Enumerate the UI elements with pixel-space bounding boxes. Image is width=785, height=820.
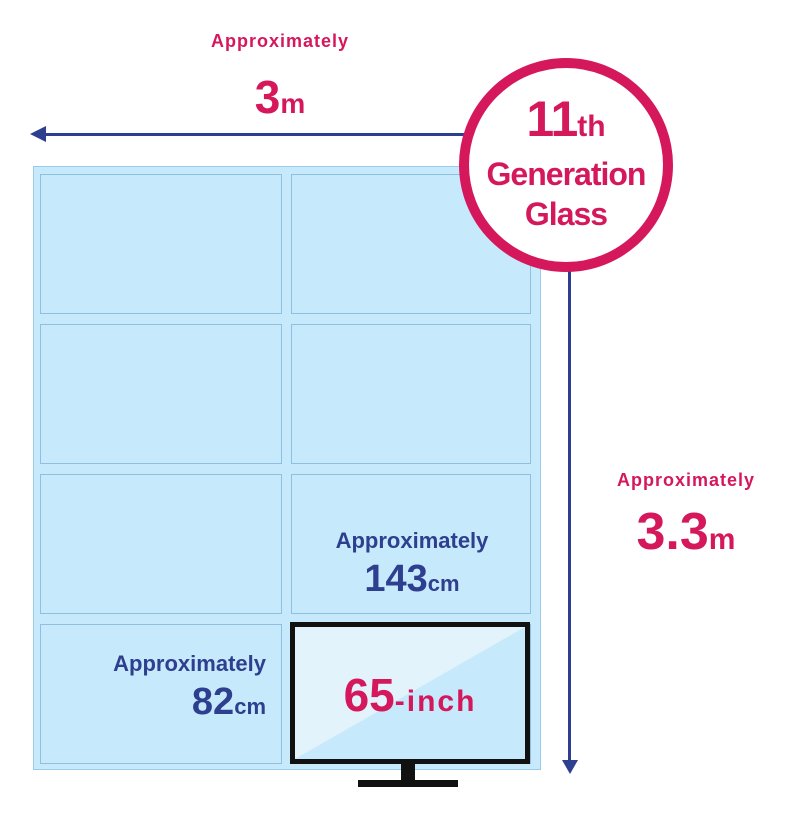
width-approx-label: Approximately [210,31,350,51]
tv-screen [295,627,525,759]
width-arrow-line [44,133,464,136]
panel-r2-c1 [40,324,282,464]
height-value: 3.3m [596,502,776,562]
tv-height-approx-label: Approximately [113,651,266,676]
glass-sheet [33,166,541,770]
tv-size-number: 65 [343,669,395,721]
height-number: 3.3 [636,503,709,561]
height-arrow-line [568,270,571,762]
tv-size-label: 65-inch [290,668,530,722]
tv-icon [290,622,530,764]
tv-height-number: 82 [191,681,235,723]
panel-r2-c2 [291,324,531,464]
tv-width-unit: cm [427,571,460,596]
width-value: 3m [180,70,380,124]
height-unit: m [708,523,736,556]
width-arrow-head-icon [30,126,46,142]
badge-line-glass: Glass [524,196,608,232]
panel-r3-c2 [291,474,531,614]
panel-r3-c1 [40,474,282,614]
height-arrow-head-icon [562,760,578,774]
badge-number: 11th [469,90,663,148]
tv-height-value: 82cm [80,681,266,724]
tv-size-unit: -inch [394,685,477,718]
panel-r1-c1 [40,174,282,314]
badge-number-value: 11 [526,91,578,147]
tv-width-number: 143 [364,558,428,600]
tv-base [358,780,458,787]
width-number: 3 [254,71,281,123]
tv-width-value: 143cm [312,558,512,601]
height-approx-label: Approximately [616,470,756,490]
tv-stand [401,764,415,782]
tv-width-approx-label: Approximately [335,528,489,553]
panel-r4-c1 [40,624,282,764]
badge-number-suffix: th [577,110,606,143]
width-unit: m [280,88,306,119]
generation-badge: 11th Generation Glass [459,58,673,272]
badge-line-generation: Generation [486,156,647,192]
tv-height-unit: cm [234,694,266,719]
